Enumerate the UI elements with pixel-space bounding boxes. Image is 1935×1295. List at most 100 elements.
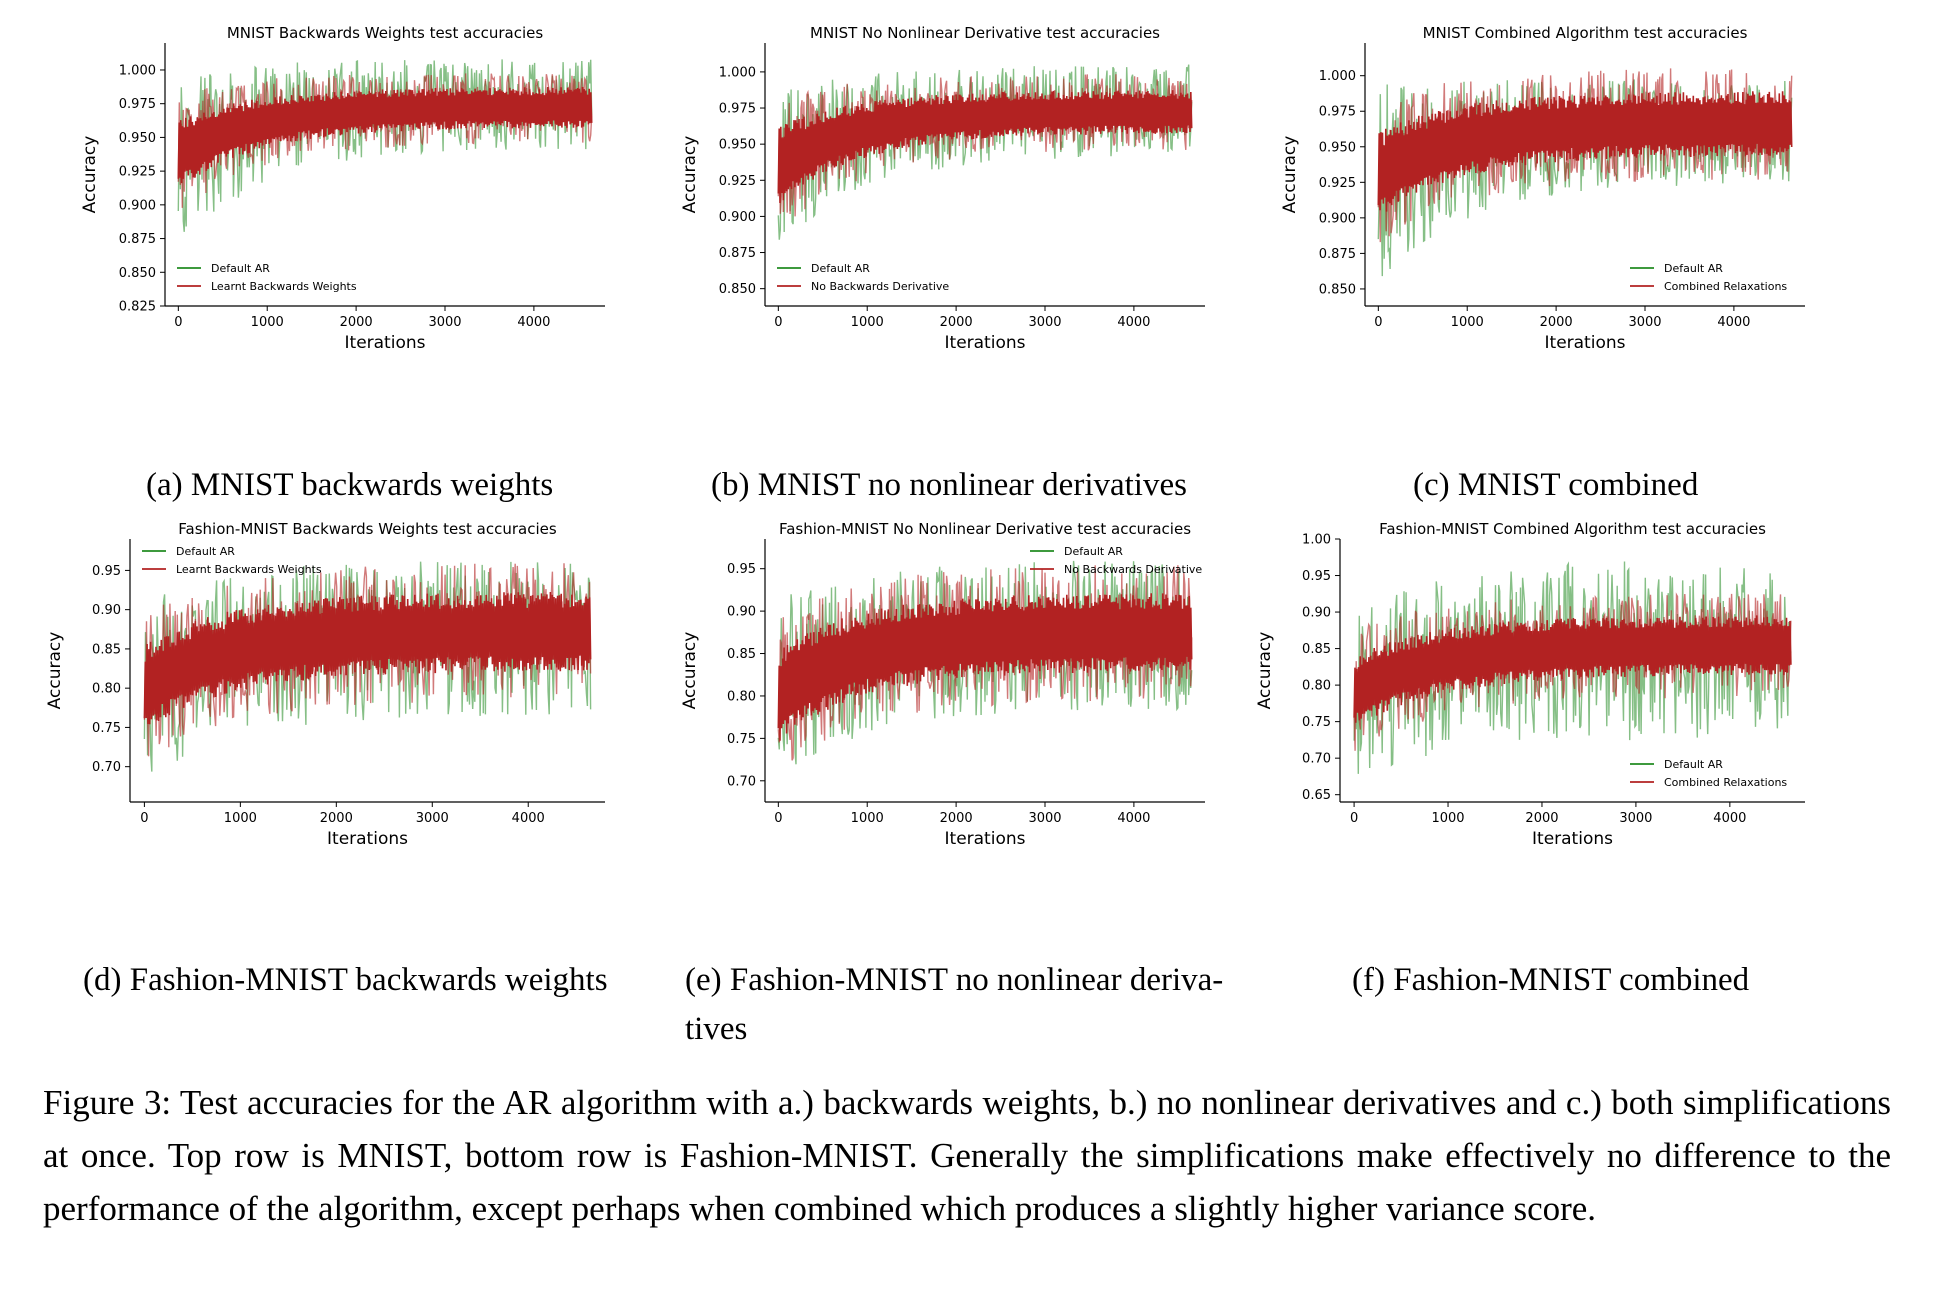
y-tick-label: 0.95 xyxy=(727,562,756,577)
y-tick-label: 0.85 xyxy=(727,647,756,662)
x-tick-label: 0 xyxy=(174,315,182,330)
subcaption-d: (d) Fashion-MNIST backwards weights xyxy=(83,962,608,998)
x-tick-label: 4000 xyxy=(1717,315,1750,330)
x-tick-label: 0 xyxy=(1350,811,1358,826)
legend-label: Default AR xyxy=(176,545,235,558)
y-tick-label: 0.75 xyxy=(1302,715,1331,730)
y-tick-label: 0.925 xyxy=(1319,176,1356,191)
y-tick-label: 0.850 xyxy=(1319,282,1356,297)
y-tick-label: 0.950 xyxy=(719,138,756,153)
y-axis-label: Accuracy xyxy=(1280,136,1300,214)
y-tick-label: 1.00 xyxy=(1302,533,1331,548)
y-tick-label: 0.825 xyxy=(119,300,156,315)
x-axis-label: Iterations xyxy=(945,829,1026,849)
chart-panel-a: MNIST Backwards Weights test accuracies 0… xyxy=(20,18,620,398)
y-tick-label: 0.875 xyxy=(1319,247,1356,262)
x-tick-label: 2000 xyxy=(340,315,373,330)
chart-title: Fashion-MNIST Backwards Weights test acc… xyxy=(178,520,557,538)
chart-d: Fashion-MNIST Backwards Weights test acc… xyxy=(45,520,605,849)
y-axis-label: Accuracy xyxy=(680,136,700,214)
series-core-band xyxy=(777,90,1193,204)
y-tick-label: 0.900 xyxy=(119,198,156,213)
y-tick-label: 0.875 xyxy=(719,246,756,261)
y-tick-label: 0.90 xyxy=(92,603,121,618)
x-tick-label: 2000 xyxy=(1540,315,1573,330)
x-tick-label: 2000 xyxy=(940,811,973,826)
legend-label: Default AR xyxy=(811,262,870,275)
subcaption-b: (b) MNIST no nonlinear derivatives xyxy=(711,467,1187,503)
y-tick-label: 0.80 xyxy=(92,682,121,697)
legend-label: No Backwards Derivative xyxy=(1064,563,1202,576)
x-tick-label: 3000 xyxy=(1619,811,1652,826)
subcaption-f: (f) Fashion-MNIST combined xyxy=(1352,962,1750,998)
x-tick-label: 0 xyxy=(774,315,782,330)
chart-title: MNIST Backwards Weights test accuracies xyxy=(227,24,544,42)
chart-panel-b: MNIST No Nonlinear Derivative test accur… xyxy=(620,18,1220,398)
series-core-band xyxy=(177,86,593,184)
x-tick-label: 1000 xyxy=(1451,315,1484,330)
y-tick-label: 0.850 xyxy=(119,266,156,281)
y-axis-label: Accuracy xyxy=(80,136,100,214)
y-tick-label: 0.975 xyxy=(119,97,156,112)
y-tick-label: 0.75 xyxy=(92,721,121,736)
x-tick-label: 2000 xyxy=(320,811,353,826)
x-axis-label: Iterations xyxy=(345,333,426,353)
y-tick-label: 0.70 xyxy=(92,760,121,775)
x-tick-label: 4000 xyxy=(512,811,545,826)
y-tick-label: 0.70 xyxy=(727,774,756,789)
y-tick-label: 0.95 xyxy=(92,564,121,579)
x-tick-label: 1000 xyxy=(851,315,884,330)
chart-a: MNIST Backwards Weights test accuracies 0… xyxy=(80,24,605,353)
figure-caption: Figure 3: Test accuracies for the AR alg… xyxy=(43,1083,1891,1228)
chart-title: Fashion-MNIST Combined Algorithm test ac… xyxy=(1379,520,1766,538)
x-tick-label: 1000 xyxy=(1431,811,1464,826)
x-tick-label: 4000 xyxy=(1117,811,1150,826)
y-tick-label: 0.80 xyxy=(1302,679,1331,694)
series-core-band xyxy=(1377,91,1793,212)
chart-e: Fashion-MNIST No Nonlinear Derivative te… xyxy=(680,520,1205,849)
x-axis-label: Iterations xyxy=(1532,829,1613,849)
y-tick-label: 0.75 xyxy=(727,732,756,747)
x-tick-label: 0 xyxy=(1374,315,1382,330)
chart-title: MNIST Combined Algorithm test accuracies xyxy=(1423,24,1748,42)
x-tick-label: 0 xyxy=(140,811,148,826)
chart-c: MNIST Combined Algorithm test accuracies… xyxy=(1280,24,1805,353)
subcaption-e-cont: tives xyxy=(685,1011,748,1047)
legend-label: Learnt Backwards Weights xyxy=(176,563,322,576)
series-core-band xyxy=(777,593,1193,741)
chart-title: MNIST No Nonlinear Derivative test accur… xyxy=(810,24,1160,42)
x-tick-label: 4000 xyxy=(1117,315,1150,330)
chart-f: Fashion-MNIST Combined Algorithm test ac… xyxy=(1255,520,1805,849)
y-tick-label: 0.925 xyxy=(719,174,756,189)
y-axis-label: Accuracy xyxy=(1255,632,1275,710)
y-axis-label: Accuracy xyxy=(45,632,65,710)
x-tick-label: 2000 xyxy=(940,315,973,330)
subcaption-a: (a) MNIST backwards weights xyxy=(146,467,554,503)
y-tick-label: 0.85 xyxy=(92,642,121,657)
x-tick-label: 3000 xyxy=(1628,315,1661,330)
x-tick-label: 1000 xyxy=(251,315,284,330)
subcaption-c: (c) MNIST combined xyxy=(1413,467,1699,503)
x-axis-label: Iterations xyxy=(945,333,1026,353)
legend-label: Combined Relaxations xyxy=(1664,776,1787,789)
y-tick-label: 0.900 xyxy=(1319,211,1356,226)
legend-label: Default AR xyxy=(211,262,270,275)
x-tick-label: 3000 xyxy=(428,315,461,330)
x-axis-label: Iterations xyxy=(327,829,408,849)
series-core-band xyxy=(143,591,592,725)
x-tick-label: 4000 xyxy=(517,315,550,330)
x-tick-label: 2000 xyxy=(1525,811,1558,826)
x-tick-label: 0 xyxy=(774,811,782,826)
x-tick-label: 1000 xyxy=(851,811,884,826)
y-tick-label: 0.85 xyxy=(1302,642,1331,657)
y-tick-label: 0.950 xyxy=(119,131,156,146)
chart-panel-e: Fashion-MNIST No Nonlinear Derivative te… xyxy=(620,514,1220,894)
x-axis-label: Iterations xyxy=(1545,333,1626,353)
y-tick-label: 0.925 xyxy=(119,165,156,180)
legend-label: No Backwards Derivative xyxy=(811,280,949,293)
y-tick-label: 0.90 xyxy=(1302,606,1331,621)
chart-panel-c: MNIST Combined Algorithm test accuracies… xyxy=(1220,18,1820,398)
y-tick-label: 0.900 xyxy=(719,210,756,225)
x-tick-label: 3000 xyxy=(1028,315,1061,330)
y-tick-label: 0.875 xyxy=(119,232,156,247)
